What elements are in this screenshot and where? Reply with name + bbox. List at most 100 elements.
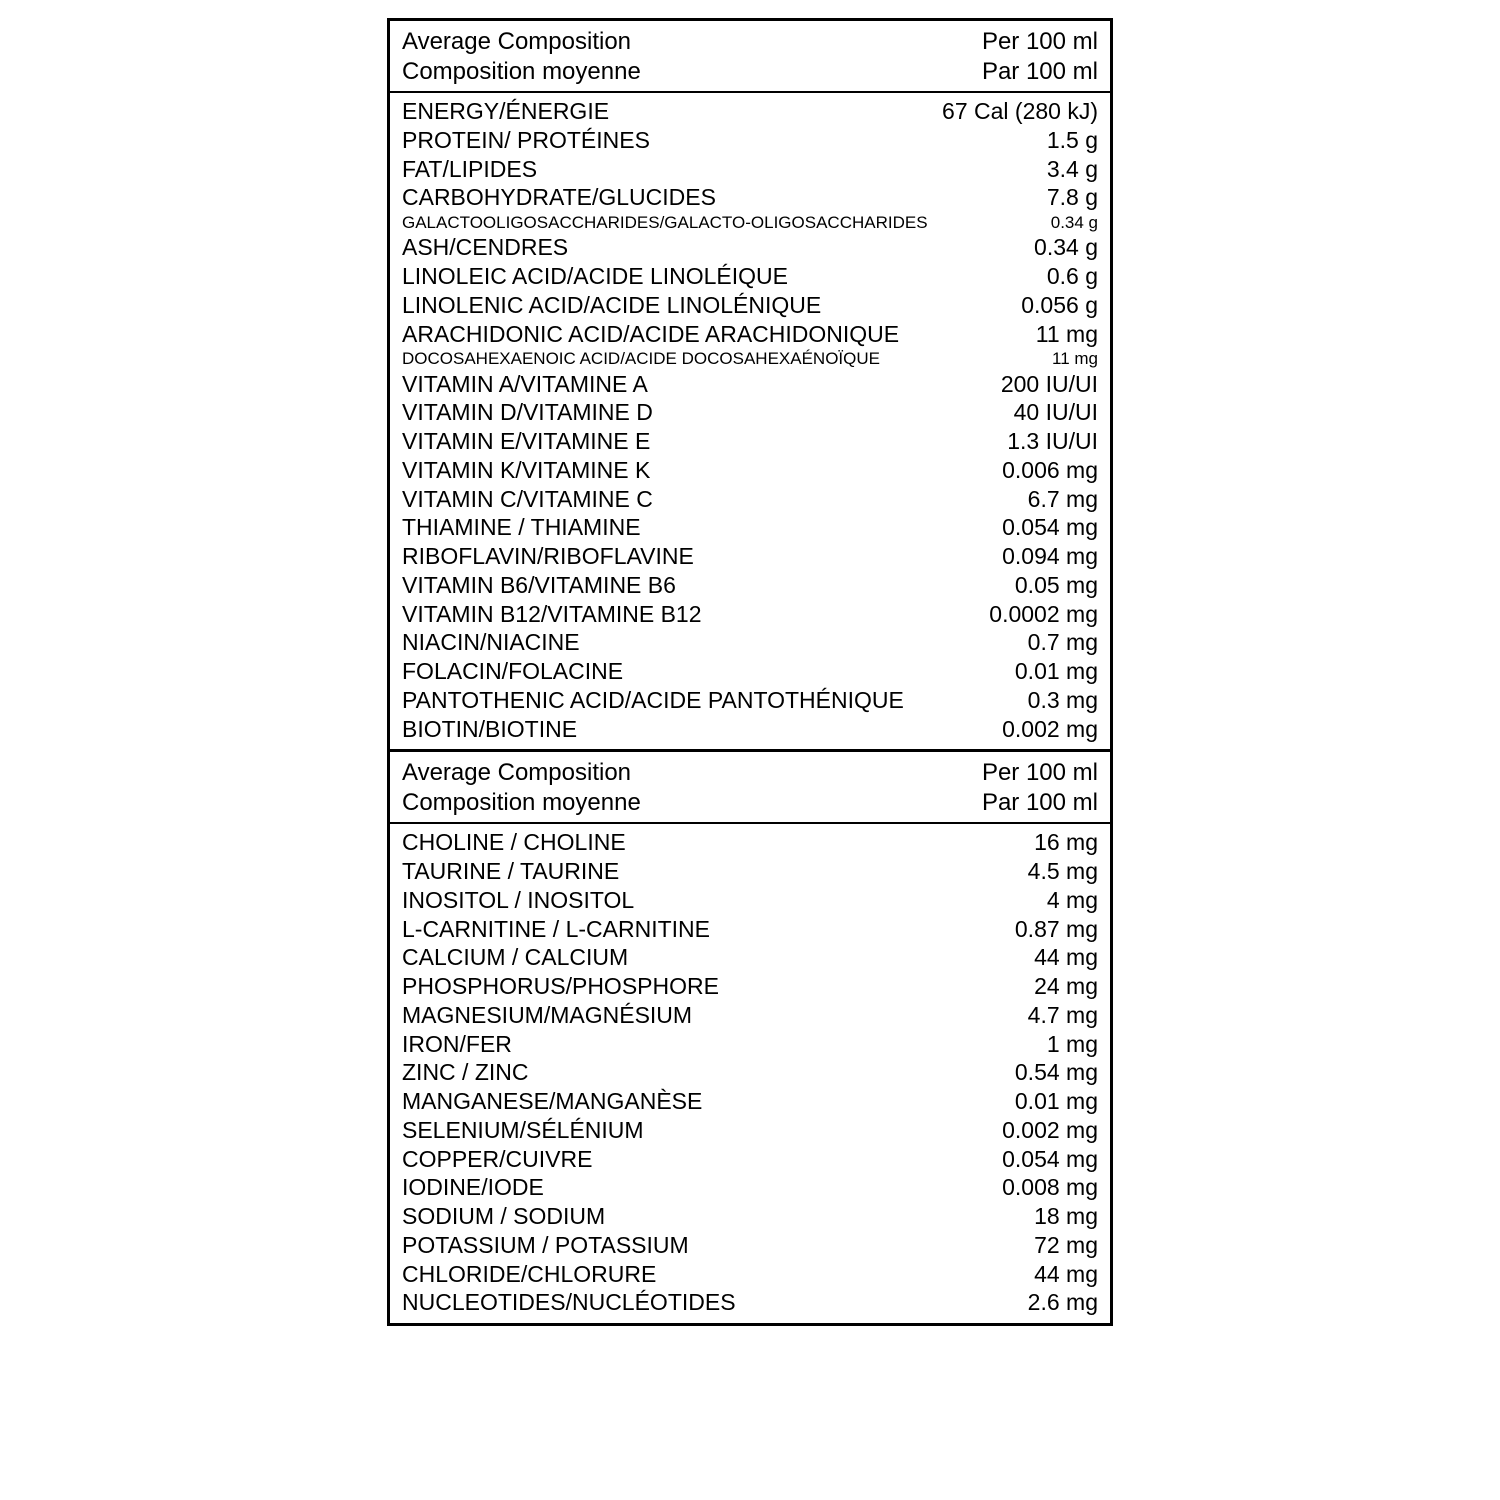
nutrient-value: 44 mg	[1024, 1260, 1098, 1289]
nutrient-label: NUCLEOTIDES/NUCLÉOTIDES	[402, 1288, 736, 1317]
nutrient-row: MANGANESE/MANGANÈSE 0.01 mg	[402, 1087, 1098, 1116]
nutrient-value: 0.054 mg	[992, 1145, 1098, 1174]
nutrient-label: ASH/CENDRES	[402, 233, 568, 262]
midheader-row-2: Composition moyenne Par 100 ml	[402, 788, 1098, 818]
nutrient-label: VITAMIN B12/VITAMINE B12	[402, 600, 702, 629]
nutrient-label: VITAMIN E/VITAMINE E	[402, 427, 650, 456]
nutrient-label: POTASSIUM / POTASSIUM	[402, 1231, 689, 1260]
nutrient-label: SELENIUM/SÉLÉNIUM	[402, 1116, 644, 1145]
nutrient-value: 0.006 mg	[992, 456, 1098, 485]
header-right-1: Per 100 ml	[982, 27, 1098, 57]
nutrient-row: CHLORIDE/CHLORURE44 mg	[402, 1260, 1098, 1289]
midheader-right-1: Per 100 ml	[982, 758, 1098, 788]
nutrient-label: VITAMIN A/VITAMINE A	[402, 370, 648, 399]
nutrient-label: PANTOTHENIC ACID/ACIDE PANTOTHÉNIQUE	[402, 686, 904, 715]
nutrient-value: 0.008 mg	[992, 1173, 1098, 1202]
nutrient-value: 0.54 mg	[1005, 1058, 1098, 1087]
nutrient-value: 1 mg	[1037, 1030, 1098, 1059]
nutrient-row: SODIUM / SODIUM 18 mg	[402, 1202, 1098, 1231]
nutrient-row: POTASSIUM / POTASSIUM72 mg	[402, 1231, 1098, 1260]
nutrient-value: 4.7 mg	[1018, 1001, 1098, 1030]
nutrient-label: GALACTOOLIGOSACCHARIDES/GALACTO-OLIGOSAC…	[402, 212, 928, 233]
nutrient-value: 0.0002 mg	[979, 600, 1098, 629]
header-row-2: Composition moyenne Par 100 ml	[402, 57, 1098, 87]
nutrient-value: 0.05 mg	[1005, 571, 1098, 600]
panel-header-mid: Average Composition Per 100 ml Compositi…	[390, 749, 1110, 824]
nutrient-row: VITAMIN K/VITAMINE K0.006 mg	[402, 456, 1098, 485]
nutrient-row: DOCOSAHEXAENOIC ACID/ACIDE DOCOSAHEXAÉNO…	[402, 348, 1098, 369]
nutrient-value: 24 mg	[1024, 972, 1098, 1001]
nutrient-value: 11 mg	[1042, 348, 1098, 369]
nutrient-row: ASH/CENDRES 0.34 g	[402, 233, 1098, 262]
nutrient-label: TAURINE / TAURINE	[402, 857, 619, 886]
midheader-row-1: Average Composition Per 100 ml	[402, 758, 1098, 788]
nutrient-label: COPPER/CUIVRE	[402, 1145, 592, 1174]
midheader-left-1: Average Composition	[402, 758, 631, 788]
nutrient-value: 44 mg	[1024, 943, 1098, 972]
header-right-2: Par 100 ml	[982, 57, 1098, 87]
nutrient-label: VITAMIN D/VITAMINE D	[402, 398, 653, 427]
nutrient-row: IRON/FER 1 mg	[402, 1030, 1098, 1059]
nutrient-value: 11 mg	[1026, 320, 1098, 349]
nutrient-value: 2.6 mg	[1018, 1288, 1098, 1317]
nutrient-label: THIAMINE / THIAMINE	[402, 513, 641, 542]
nutrient-row: NIACIN/NIACINE0.7 mg	[402, 628, 1098, 657]
nutrient-value: 1.3 IU/UI	[997, 427, 1098, 456]
nutrient-row: NUCLEOTIDES/NUCLÉOTIDES 2.6 mg	[402, 1288, 1098, 1317]
nutrient-row: CARBOHYDRATE/GLUCIDES7.8 g	[402, 183, 1098, 212]
nutrient-row: VITAMIN E/VITAMINE E 1.3 IU/UI	[402, 427, 1098, 456]
nutrient-label: ARACHIDONIC ACID/ACIDE ARACHIDONIQUE	[402, 320, 899, 349]
nutrient-value: 0.01 mg	[1005, 657, 1098, 686]
nutrient-value: 0.002 mg	[992, 715, 1098, 744]
nutrient-label: PROTEIN/ PROTÉINES	[402, 126, 650, 155]
nutrient-label: LINOLENIC ACID/ACIDE LINOLÉNIQUE	[402, 291, 821, 320]
nutrient-value: 0.054 mg	[992, 513, 1098, 542]
header-left-2: Composition moyenne	[402, 57, 641, 87]
nutrient-value: 0.094 mg	[992, 542, 1098, 571]
nutrient-label: IODINE/IODE	[402, 1173, 544, 1202]
nutrient-row: MAGNESIUM/MAGNÉSIUM 4.7 mg	[402, 1001, 1098, 1030]
nutrient-value: 67 Cal (280 kJ)	[932, 97, 1098, 126]
nutrient-value: 4.5 mg	[1018, 857, 1098, 886]
nutrient-value: 18 mg	[1024, 1202, 1098, 1231]
nutrient-value: 1.5 g	[1037, 126, 1098, 155]
nutrient-label: ENERGY/ÉNERGIE	[402, 97, 609, 126]
nutrient-row: FOLACIN/FOLACINE0.01 mg	[402, 657, 1098, 686]
nutrient-label: CHOLINE / CHOLINE	[402, 828, 626, 857]
panel-header-top: Average Composition Per 100 ml Compositi…	[390, 21, 1110, 93]
nutrient-value: 4 mg	[1037, 886, 1098, 915]
nutrient-label: IRON/FER	[402, 1030, 512, 1059]
nutrient-label: MANGANESE/MANGANÈSE	[402, 1087, 702, 1116]
nutrient-section-1: ENERGY/ÉNERGIE67 Cal (280 kJ)PROTEIN/ PR…	[390, 93, 1110, 749]
nutrient-label: DOCOSAHEXAENOIC ACID/ACIDE DOCOSAHEXAÉNO…	[402, 348, 880, 369]
nutrient-row: CALCIUM / CALCIUM44 mg	[402, 943, 1098, 972]
nutrient-label: NIACIN/NIACINE	[402, 628, 580, 657]
nutrient-value: 16 mg	[1024, 828, 1098, 857]
nutrient-label: FAT/LIPIDES	[402, 155, 537, 184]
nutrient-row: FAT/LIPIDES3.4 g	[402, 155, 1098, 184]
nutrient-label: INOSITOL / INOSITOL	[402, 886, 634, 915]
nutrient-row: PROTEIN/ PROTÉINES 1.5 g	[402, 126, 1098, 155]
nutrient-label: L-CARNITINE / L-CARNITINE	[402, 915, 710, 944]
nutrient-row: LINOLENIC ACID/ACIDE LINOLÉNIQUE 0.056 g	[402, 291, 1098, 320]
midheader-left-2: Composition moyenne	[402, 788, 641, 818]
nutrient-row: LINOLEIC ACID/ACIDE LINOLÉIQUE0.6 g	[402, 262, 1098, 291]
nutrient-value: 0.34 g	[1024, 233, 1098, 262]
nutrient-value: 0.01 mg	[1005, 1087, 1098, 1116]
nutrient-label: MAGNESIUM/MAGNÉSIUM	[402, 1001, 692, 1030]
nutrient-row: VITAMIN C/VITAMINE C6.7 mg	[402, 485, 1098, 514]
nutrient-value: 0.002 mg	[992, 1116, 1098, 1145]
nutrient-value: 0.3 mg	[1018, 686, 1098, 715]
nutrient-value: 0.056 g	[1011, 291, 1098, 320]
nutrient-row: ARACHIDONIC ACID/ACIDE ARACHIDONIQUE 11 m…	[402, 320, 1098, 349]
nutrient-label: RIBOFLAVIN/RIBOFLAVINE	[402, 542, 694, 571]
nutrient-row: PANTOTHENIC ACID/ACIDE PANTOTHÉNIQUE 0.3 …	[402, 686, 1098, 715]
nutrient-row: PHOSPHORUS/PHOSPHORE24 mg	[402, 972, 1098, 1001]
nutrient-row: THIAMINE / THIAMINE 0.054 mg	[402, 513, 1098, 542]
nutrient-row: BIOTIN/BIOTINE0.002 mg	[402, 715, 1098, 744]
nutrient-row: TAURINE / TAURINE 4.5 mg	[402, 857, 1098, 886]
nutrient-label: SODIUM / SODIUM	[402, 1202, 605, 1231]
nutrient-value: 7.8 g	[1037, 183, 1098, 212]
nutrient-value: 6.7 mg	[1018, 485, 1098, 514]
nutrient-row: IODINE/IODE 0.008 mg	[402, 1173, 1098, 1202]
